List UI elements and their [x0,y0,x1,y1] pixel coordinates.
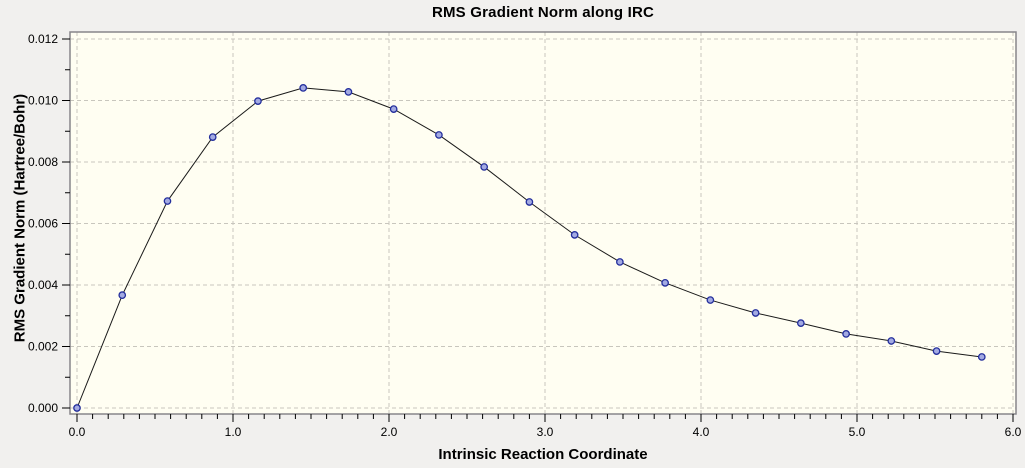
data-point[interactable] [616,258,624,266]
data-point[interactable] [163,197,172,205]
data-point[interactable] [208,133,217,141]
y-tick-label: 0.002 [28,340,58,354]
axis-ticks [62,38,1014,422]
y-tick-label: 0.000 [28,401,58,415]
data-point[interactable] [932,347,941,355]
data-point[interactable] [706,296,715,304]
y-tick-label: 0.006 [28,217,58,231]
data-point[interactable] [751,309,760,317]
y-axis-label: RMS Gradient Norm (Hartree/Bohr) [11,93,29,343]
data-point[interactable] [480,163,489,171]
y-tick-label: 0.004 [28,278,58,292]
data-point[interactable] [842,330,850,338]
data-point[interactable] [389,105,398,113]
data-point[interactable] [570,231,579,239]
x-tick-label: 6.0 [1005,425,1022,439]
x-axis-label: Intrinsic Reaction Coordinate [438,446,648,463]
x-tick-label: 2.0 [381,425,398,439]
y-tick-label: 0.008 [28,155,58,169]
data-point[interactable] [887,337,896,345]
data-point[interactable] [977,353,986,361]
data-point[interactable] [73,404,81,412]
x-tick-label: 5.0 [849,425,866,439]
data-point[interactable] [118,291,127,299]
x-tick-label: 1.0 [225,425,242,439]
data-point[interactable] [254,97,262,105]
chart-title: RMS Gradient Norm along IRC [431,4,655,21]
x-tick-label: 3.0 [537,425,554,439]
data-point[interactable] [525,198,534,206]
gridlines [70,32,1016,414]
data-point[interactable] [796,319,805,327]
data-point[interactable] [661,278,669,287]
x-tick-label: 4.0 [693,425,710,439]
x-tick-label: 0.0 [69,425,86,439]
data-point[interactable] [344,88,353,96]
y-tick-label: 0.010 [28,94,58,108]
data-point[interactable] [435,131,443,139]
data-point[interactable] [299,84,308,92]
y-tick-label: 0.012 [28,32,58,46]
